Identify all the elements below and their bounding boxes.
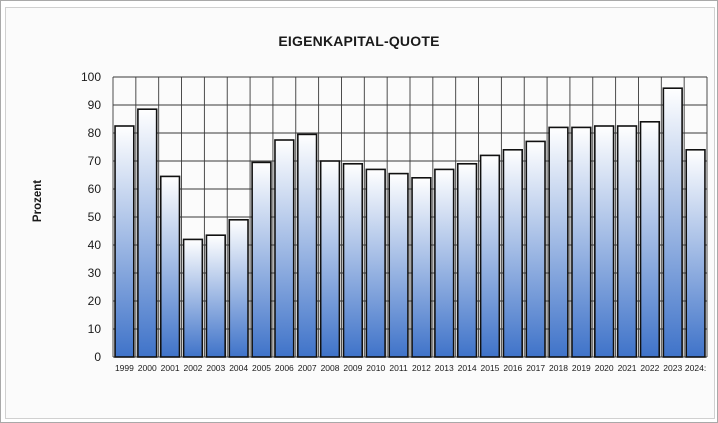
x-tick-label: 2015 [481, 363, 500, 373]
bar-2020 [594, 125, 615, 358]
bar-2016 [502, 149, 523, 358]
x-tick-label: 2011 [389, 363, 408, 373]
bar-1999 [114, 125, 135, 358]
bar-series [114, 87, 706, 358]
x-tick-label: 2014 [458, 363, 477, 373]
bar-2002 [182, 238, 204, 358]
bar-2000 [137, 108, 158, 358]
x-tick-label: 2016 [503, 363, 522, 373]
bar-2008 [319, 160, 341, 358]
x-tick-label: 2005 [252, 363, 271, 373]
x-tick-label: 2019 [572, 363, 591, 373]
y-tick-label: 90 [88, 98, 102, 112]
bar-2007 [297, 133, 318, 358]
y-tick-labels: 0 10 20 30 40 50 60 70 80 90 100 [81, 70, 101, 364]
x-tick-label: 1999 [115, 363, 134, 373]
x-tick-label: 2017 [526, 363, 545, 373]
bar-2012 [411, 177, 432, 358]
x-tick-label: 2002 [184, 363, 203, 373]
y-tick-label: 80 [88, 126, 102, 140]
bar-2011 [388, 172, 409, 358]
y-tick-label: 20 [88, 294, 102, 308]
x-tick-label: 2024: [685, 363, 706, 373]
bar-2015 [479, 154, 501, 358]
bar-2006 [274, 139, 295, 358]
bar-2017 [525, 140, 546, 358]
bar-2021 [616, 125, 638, 358]
y-tick-label: 70 [88, 154, 102, 168]
x-tick-label: 2013 [435, 363, 454, 373]
x-tick-label: 2004 [229, 363, 248, 373]
bar-2014 [456, 163, 478, 358]
bar-2010 [365, 168, 386, 358]
y-tick-label: 0 [94, 350, 101, 364]
bar-2005 [251, 161, 272, 358]
y-tick-label: 100 [81, 70, 101, 84]
bar-2022 [639, 121, 661, 358]
y-axis-label: Prozent [32, 180, 44, 222]
x-tick-label: 2006 [275, 363, 294, 373]
x-tick-label: 2000 [138, 363, 157, 373]
y-tick-label: 50 [88, 210, 102, 224]
x-tick-label: 2018 [549, 363, 568, 373]
x-tick-label: 2012 [412, 363, 431, 373]
bar-2009 [342, 163, 364, 358]
bar-2001 [159, 175, 181, 358]
bar-2003 [205, 234, 226, 358]
bar-2004 [228, 219, 249, 358]
y-tick-label: 60 [88, 182, 102, 196]
x-tick-label: 2020 [595, 363, 614, 373]
x-tick-label: 2021 [618, 363, 637, 373]
x-tick-label: 2007 [298, 363, 317, 373]
chart-title: EIGENKAPITAL-QUOTE [278, 33, 440, 49]
bar-2024 [685, 149, 706, 358]
x-tick-label: 2008 [321, 363, 340, 373]
x-tick-label: 2010 [366, 363, 385, 373]
x-tick-labels: 1999 2000 2001 2002 2003 2004 2005 2006 2007 2008… [115, 363, 706, 373]
x-tick-label: 2003 [206, 363, 225, 373]
y-tick-label: 30 [88, 266, 102, 280]
x-tick-label: 2001 [161, 363, 180, 373]
bar-2018 [548, 126, 569, 358]
bar-2019 [571, 126, 592, 358]
bar-2013 [434, 168, 455, 358]
y-tick-label: 10 [88, 322, 102, 336]
y-tick-label: 40 [88, 238, 102, 252]
x-tick-label: 2023 [663, 363, 682, 373]
bar-2023 [662, 87, 683, 358]
x-tick-label: 2022 [640, 363, 659, 373]
x-tick-label: 2009 [343, 363, 362, 373]
